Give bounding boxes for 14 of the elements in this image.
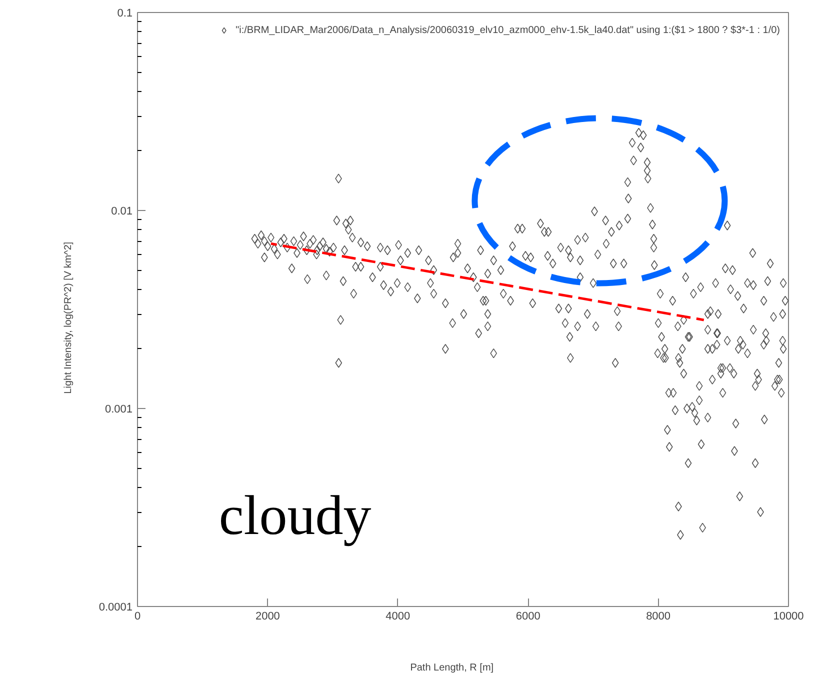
y-axis-title: Light Intensity, log(PR^2) [V km^2] xyxy=(62,242,74,394)
x-tick-label: 0 xyxy=(134,610,141,622)
y-tick-label: 0.001 xyxy=(104,404,133,416)
annotation: cloudy xyxy=(218,484,372,547)
y-tick-label: 0.0001 xyxy=(98,602,133,614)
x-tick-label: 4000 xyxy=(386,610,410,622)
x-tick-label: 10000 xyxy=(773,610,804,622)
x-tick-label: 2000 xyxy=(255,610,280,622)
y-tick-label: 0.1 xyxy=(117,8,133,20)
x-axis-title: Path Length, R [m] xyxy=(410,662,494,674)
x-tick-label: 6000 xyxy=(516,610,540,622)
x-tick-label: 8000 xyxy=(646,610,671,622)
legend-label: "i:/BRM_LIDAR_Mar2006/Data_n_Analysis/20060319_elv10_azm000_ehv-1.5k_la40.dat" using 1:($1 > 1800 ? $3*-1 : 1/0) xyxy=(236,24,780,36)
y-tick-label: 0.01 xyxy=(111,206,133,218)
